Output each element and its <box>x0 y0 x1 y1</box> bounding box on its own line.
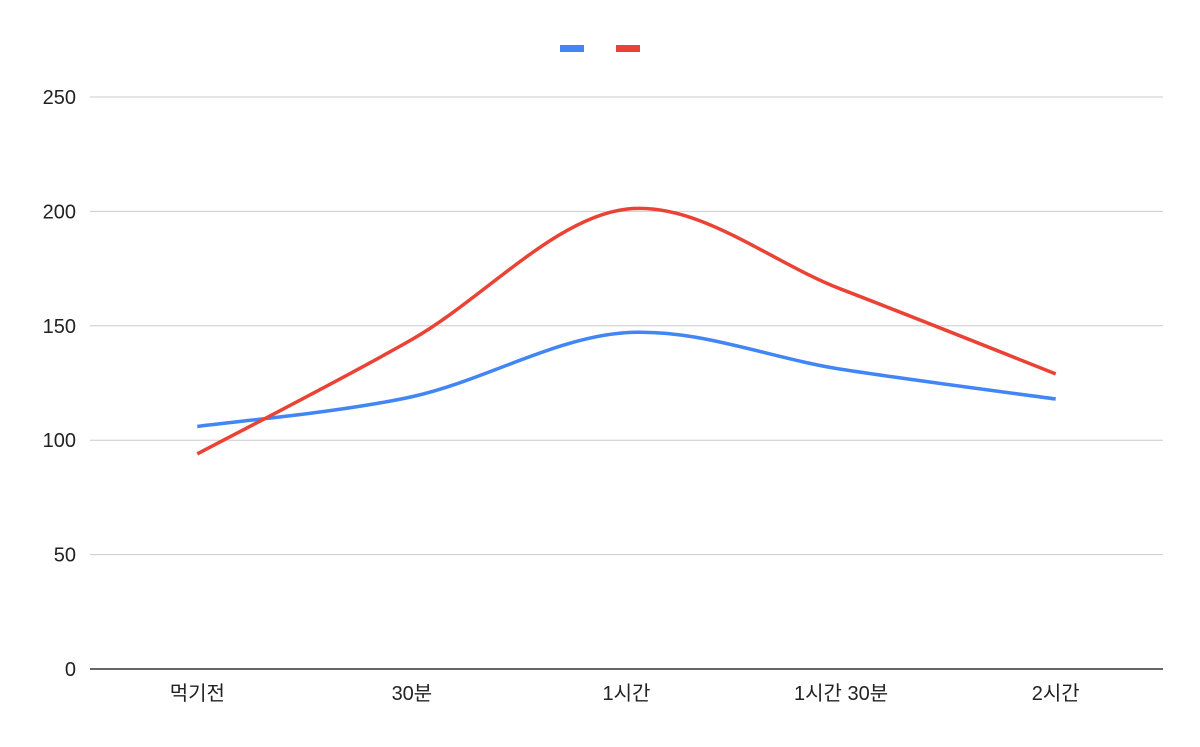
y-tick-label: 250 <box>43 87 76 109</box>
y-tick-label: 200 <box>43 201 76 223</box>
x-tick-label: 1시간 30분 <box>794 682 888 705</box>
x-tick-label: 30분 <box>392 683 433 705</box>
y-axis: 0 50 100 150 200 250 <box>43 87 76 681</box>
legend <box>560 45 640 52</box>
series-group <box>196 206 1057 456</box>
x-axis: 먹기전 30분 1시간 1시간 30분 2시간 <box>90 668 1163 705</box>
x-tick-label: 2시간 <box>1032 682 1080 705</box>
y-tick-label: 50 <box>54 545 76 567</box>
series-line-2 <box>196 206 1057 456</box>
y-tick-label: 100 <box>43 430 76 452</box>
legend-swatch-2 <box>616 45 640 52</box>
series-line-1 <box>197 330 1056 429</box>
grid <box>90 96 1163 556</box>
x-tick-label: 1시간 <box>603 682 651 705</box>
y-tick-label: 150 <box>43 316 76 338</box>
legend-swatch-1 <box>560 45 584 52</box>
y-tick-label: 0 <box>65 659 76 681</box>
x-tick-label: 먹기전 <box>170 682 225 705</box>
